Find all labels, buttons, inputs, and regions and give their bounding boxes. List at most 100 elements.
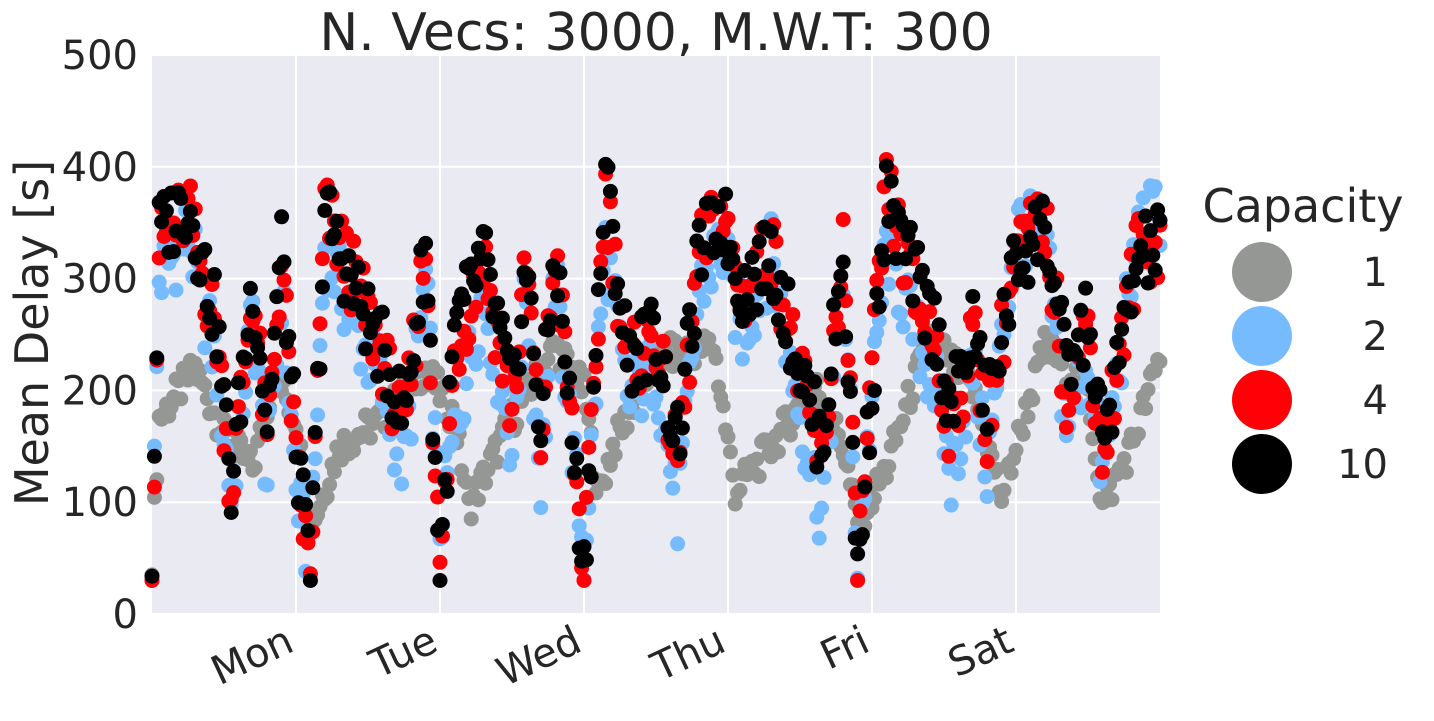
data-point xyxy=(898,275,914,291)
data-point xyxy=(994,493,1010,509)
data-point xyxy=(295,467,311,483)
data-point xyxy=(850,546,866,562)
data-point xyxy=(233,414,249,430)
data-point xyxy=(965,288,981,304)
y-axis-label: Mean Delay [s] xyxy=(5,160,59,506)
data-point xyxy=(972,330,988,346)
data-point xyxy=(1068,346,1084,362)
data-point xyxy=(456,411,472,427)
data-point xyxy=(468,299,484,315)
data-point xyxy=(307,424,323,440)
data-point xyxy=(326,284,342,300)
data-point xyxy=(917,330,933,346)
data-point xyxy=(482,283,498,299)
data-point xyxy=(494,373,510,389)
data-point xyxy=(979,454,995,470)
data-point xyxy=(154,285,170,301)
data-point xyxy=(979,489,995,505)
data-point xyxy=(1152,354,1168,370)
data-point xyxy=(763,224,779,240)
data-point xyxy=(211,319,227,335)
data-point xyxy=(264,371,280,387)
data-point xyxy=(655,378,671,394)
data-point xyxy=(725,251,741,267)
data-point xyxy=(146,489,162,505)
data-point xyxy=(1082,326,1098,342)
data-point xyxy=(569,451,585,467)
data-point xyxy=(559,385,575,401)
data-point xyxy=(358,341,374,357)
data-point xyxy=(542,312,558,328)
data-point xyxy=(533,500,549,516)
y-tick-label: 100 xyxy=(62,480,138,526)
data-point xyxy=(578,489,594,505)
data-point xyxy=(946,413,962,429)
data-point xyxy=(298,497,314,513)
data-point xyxy=(1063,376,1079,392)
data-point xyxy=(497,330,513,346)
data-point xyxy=(638,372,654,388)
data-point xyxy=(442,416,458,432)
y-tick-label: 300 xyxy=(62,257,138,303)
data-point xyxy=(926,290,942,306)
data-point xyxy=(761,258,777,274)
data-point xyxy=(852,503,868,519)
data-point xyxy=(418,235,434,251)
data-point xyxy=(314,251,330,267)
data-point xyxy=(197,377,213,393)
data-point xyxy=(314,295,330,311)
data-point xyxy=(317,203,333,219)
data-point xyxy=(312,338,328,354)
data-point xyxy=(965,317,981,333)
legend-label: 10 xyxy=(1337,442,1388,488)
data-point xyxy=(394,476,410,492)
data-point xyxy=(526,346,542,362)
data-point xyxy=(1099,444,1115,460)
data-point xyxy=(1020,274,1036,290)
data-point xyxy=(557,354,573,370)
data-point xyxy=(967,349,983,365)
data-point xyxy=(1046,275,1062,291)
data-point xyxy=(696,293,712,309)
data-point xyxy=(302,572,318,588)
data-point xyxy=(583,469,599,485)
data-point xyxy=(746,266,762,282)
data-point xyxy=(842,384,858,400)
data-point xyxy=(259,477,275,493)
data-point xyxy=(694,267,710,283)
data-point xyxy=(845,434,861,450)
data-point xyxy=(1006,233,1022,249)
data-point xyxy=(286,366,302,382)
data-point xyxy=(1140,382,1156,398)
data-point xyxy=(377,342,393,358)
data-point xyxy=(149,350,165,366)
data-point xyxy=(324,270,340,286)
data-point xyxy=(422,320,438,336)
data-point xyxy=(533,450,549,466)
data-point xyxy=(991,363,1007,379)
data-point xyxy=(1145,247,1161,263)
data-point xyxy=(257,402,273,418)
y-axis-ticks: 0 100 200 300 400 500 xyxy=(62,33,138,638)
data-point xyxy=(814,500,830,516)
data-point xyxy=(881,213,897,229)
data-point xyxy=(749,302,765,318)
data-point xyxy=(1003,465,1019,481)
data-point xyxy=(425,432,441,448)
data-point xyxy=(996,482,1012,498)
data-point xyxy=(871,299,887,315)
data-point xyxy=(346,233,362,249)
data-point xyxy=(905,391,921,407)
data-point xyxy=(830,284,846,300)
data-point xyxy=(341,248,357,264)
data-point xyxy=(310,407,326,423)
data-point xyxy=(931,317,947,333)
data-point xyxy=(1102,397,1118,413)
data-point xyxy=(319,489,335,505)
data-point xyxy=(298,508,314,524)
data-point xyxy=(482,266,498,282)
data-point xyxy=(286,394,302,410)
data-point xyxy=(816,444,832,460)
data-point xyxy=(806,374,822,390)
data-point xyxy=(312,361,328,377)
